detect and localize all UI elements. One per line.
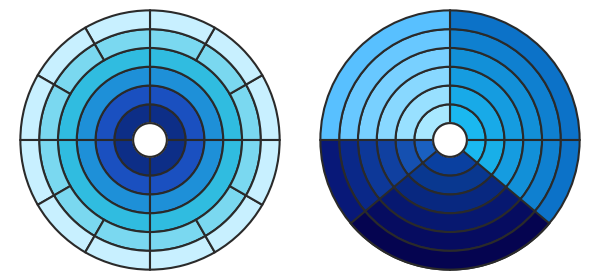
Wedge shape	[394, 175, 506, 213]
Wedge shape	[365, 199, 535, 251]
Wedge shape	[377, 67, 450, 140]
Wedge shape	[377, 140, 450, 213]
Wedge shape	[450, 140, 523, 213]
Wedge shape	[358, 48, 450, 140]
Wedge shape	[205, 195, 262, 252]
Wedge shape	[450, 67, 523, 140]
Wedge shape	[150, 140, 242, 232]
Wedge shape	[450, 86, 505, 140]
Wedge shape	[150, 48, 242, 140]
Wedge shape	[408, 163, 492, 194]
Wedge shape	[115, 140, 150, 176]
Wedge shape	[196, 44, 246, 94]
Wedge shape	[58, 140, 150, 232]
Wedge shape	[95, 140, 150, 194]
Wedge shape	[415, 104, 450, 140]
Wedge shape	[85, 10, 150, 44]
Wedge shape	[150, 140, 223, 213]
Wedge shape	[350, 211, 550, 270]
Wedge shape	[230, 140, 261, 195]
Wedge shape	[450, 140, 485, 176]
Wedge shape	[95, 86, 150, 140]
Wedge shape	[54, 44, 104, 94]
Wedge shape	[450, 140, 561, 251]
Wedge shape	[450, 104, 485, 140]
Wedge shape	[415, 140, 450, 176]
Wedge shape	[320, 140, 450, 270]
Wedge shape	[95, 220, 150, 251]
Wedge shape	[379, 187, 521, 232]
Wedge shape	[450, 29, 561, 140]
Wedge shape	[95, 29, 150, 60]
Wedge shape	[38, 195, 95, 252]
Wedge shape	[150, 86, 205, 140]
Wedge shape	[339, 29, 450, 140]
Wedge shape	[85, 236, 150, 270]
Wedge shape	[230, 85, 261, 140]
Wedge shape	[246, 75, 280, 140]
Wedge shape	[150, 236, 215, 270]
Wedge shape	[150, 220, 205, 251]
Circle shape	[433, 123, 467, 157]
Wedge shape	[150, 140, 185, 176]
Wedge shape	[39, 85, 70, 140]
Wedge shape	[77, 140, 150, 213]
Wedge shape	[150, 140, 205, 194]
Wedge shape	[450, 48, 542, 140]
Circle shape	[133, 123, 167, 157]
Wedge shape	[395, 86, 450, 140]
Wedge shape	[77, 67, 150, 140]
Wedge shape	[246, 140, 280, 205]
Wedge shape	[150, 67, 223, 140]
Wedge shape	[58, 48, 150, 140]
Wedge shape	[422, 151, 478, 176]
Wedge shape	[39, 140, 70, 195]
Wedge shape	[450, 140, 505, 194]
Wedge shape	[115, 104, 150, 140]
Wedge shape	[358, 140, 450, 232]
Wedge shape	[38, 28, 95, 85]
Wedge shape	[320, 10, 450, 140]
Wedge shape	[20, 75, 54, 140]
Wedge shape	[205, 28, 262, 85]
Wedge shape	[54, 186, 104, 236]
Wedge shape	[150, 10, 215, 44]
Wedge shape	[450, 140, 542, 232]
Wedge shape	[450, 140, 580, 270]
Wedge shape	[150, 104, 185, 140]
Wedge shape	[395, 140, 450, 194]
Wedge shape	[20, 140, 54, 205]
Wedge shape	[339, 140, 450, 251]
Wedge shape	[196, 186, 246, 236]
Wedge shape	[150, 29, 205, 60]
Wedge shape	[450, 10, 580, 140]
